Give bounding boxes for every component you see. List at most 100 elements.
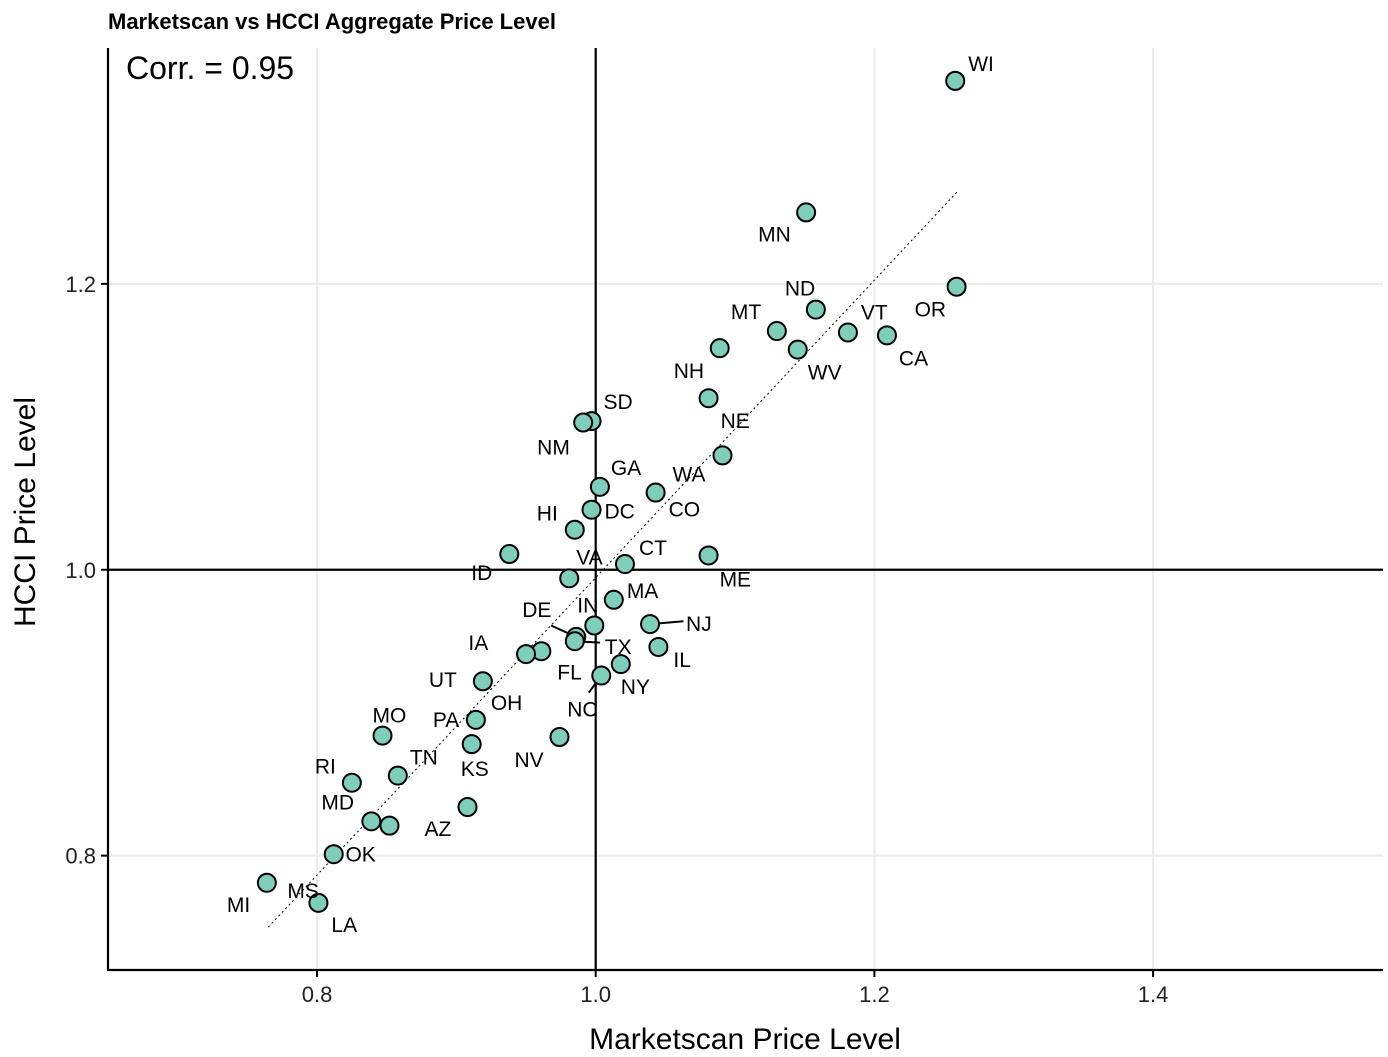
reference-lines (108, 48, 1383, 970)
point-label-oh: OH (491, 692, 523, 715)
point-label-md: MD (321, 791, 354, 814)
data-point-wa (712, 445, 733, 466)
y-tick-label-0: 0.8 (65, 844, 96, 869)
data-point-ia2 (516, 644, 537, 665)
point-label-co: CO (669, 499, 701, 522)
point-label-ri: RI (315, 756, 336, 779)
data-point-nc (591, 665, 612, 686)
point-label-la: LA (331, 914, 357, 937)
point-label-mt: MT (731, 301, 761, 324)
point-label-wv: WV (808, 362, 842, 385)
data-point-mo (372, 725, 393, 746)
x-tick-label-0: 0.8 (302, 982, 333, 1007)
data-point-nm (573, 412, 594, 433)
x-tick-label-3: 1.4 (1138, 982, 1169, 1007)
data-point-la (308, 892, 329, 913)
point-label-mi: MI (227, 894, 250, 917)
point-label-il: IL (673, 649, 691, 672)
point-label-dc: DC (605, 501, 635, 524)
x-axis-title: Marketscan Price Level (589, 1023, 901, 1056)
point-label-az: AZ (425, 818, 452, 841)
x-tick-label-1: 1.0 (580, 982, 611, 1007)
data-point-in (584, 615, 605, 636)
axes: 0.8 1.0 1.2 1.4 0.8 1.0 1.2 (65, 48, 1383, 1007)
data-point-nv (549, 726, 570, 747)
correlation-annotation: Corr. = 0.95 (126, 50, 294, 86)
point-labels: WI MN OR ND MT VT CA WV NH NE SD NM WA GA CO DC HI ID ME CT… (227, 53, 994, 937)
data-point-id (499, 544, 520, 565)
fit-line-layer (267, 190, 959, 928)
point-label-ct: CT (639, 537, 667, 560)
data-points (256, 70, 967, 913)
data-point-pa (465, 709, 486, 730)
point-label-wi: WI (968, 53, 994, 76)
point-label-tx: TX (605, 636, 632, 659)
point-label-fl: FL (557, 662, 582, 685)
data-point-ok2 (323, 844, 344, 865)
point-label-ma: MA (627, 580, 659, 603)
point-label-ne: NE (721, 410, 750, 433)
data-point-il (648, 636, 669, 657)
data-point-or (946, 276, 967, 297)
point-label-nc: NC (567, 699, 597, 722)
point-label-wa: WA (673, 463, 706, 486)
grid-layer (108, 48, 1383, 970)
point-label-ms: MS (287, 880, 319, 903)
point-label-pa: PA (433, 709, 459, 732)
data-point-nh (709, 338, 730, 359)
point-label-in: IN (577, 595, 598, 618)
data-point-ok (379, 815, 400, 836)
chart-title: Marketscan vs HCCI Aggregate Price Level (108, 9, 556, 34)
data-point-ne (698, 388, 719, 409)
point-label-hi: HI (537, 503, 558, 526)
point-label-ia: IA (468, 632, 488, 655)
point-label-ny: NY (621, 676, 650, 699)
point-label-va: VA (576, 546, 602, 569)
data-point-ga (589, 476, 610, 497)
y-tick-label-2: 1.2 (65, 272, 96, 297)
y-tick-label-1: 1.0 (65, 558, 96, 583)
data-point-hi (564, 519, 585, 540)
data-point-nj (640, 614, 661, 635)
data-point-co (645, 482, 666, 503)
data-point-va (559, 568, 580, 589)
data-point-vt (837, 322, 858, 343)
point-label-mn: MN (758, 223, 791, 246)
data-point-az (457, 797, 478, 818)
point-label-ga: GA (611, 457, 641, 480)
point-label-or: OR (915, 299, 947, 322)
data-point-mi (256, 872, 277, 893)
x-tick-label-2: 1.2 (859, 982, 890, 1007)
data-point-tx (564, 631, 585, 652)
point-label-id: ID (471, 562, 492, 585)
point-label-ca: CA (899, 347, 928, 370)
data-point-ca (876, 325, 897, 346)
point-label-nj: NJ (686, 613, 712, 636)
data-point-nd (805, 299, 826, 320)
point-label-de: DE (522, 599, 551, 622)
point-label-ok: OK (345, 844, 375, 867)
point-label-nm: NM (537, 437, 570, 460)
point-label-nd: ND (785, 278, 815, 301)
point-label-nv: NV (514, 749, 543, 772)
data-point-wv (787, 339, 808, 360)
data-point-md (361, 811, 382, 832)
data-point-wi (945, 70, 966, 91)
data-point-mt (766, 321, 787, 342)
data-point-ks (461, 734, 482, 755)
point-label-me: ME (720, 568, 752, 591)
fit-line (267, 190, 959, 928)
point-label-ut: UT (429, 669, 457, 692)
point-label-ks: KS (461, 758, 489, 781)
data-point-mn (796, 202, 817, 223)
data-point-me (698, 545, 719, 566)
data-point-ct (614, 554, 635, 575)
data-point-ri (341, 772, 362, 793)
point-label-tn: TN (410, 747, 438, 770)
data-point-ny (610, 654, 631, 675)
data-point-ma (603, 589, 624, 610)
point-label-sd: SD (604, 391, 633, 414)
point-label-nh: NH (674, 360, 704, 383)
y-axis-title: HCCI Price Level (9, 397, 42, 627)
